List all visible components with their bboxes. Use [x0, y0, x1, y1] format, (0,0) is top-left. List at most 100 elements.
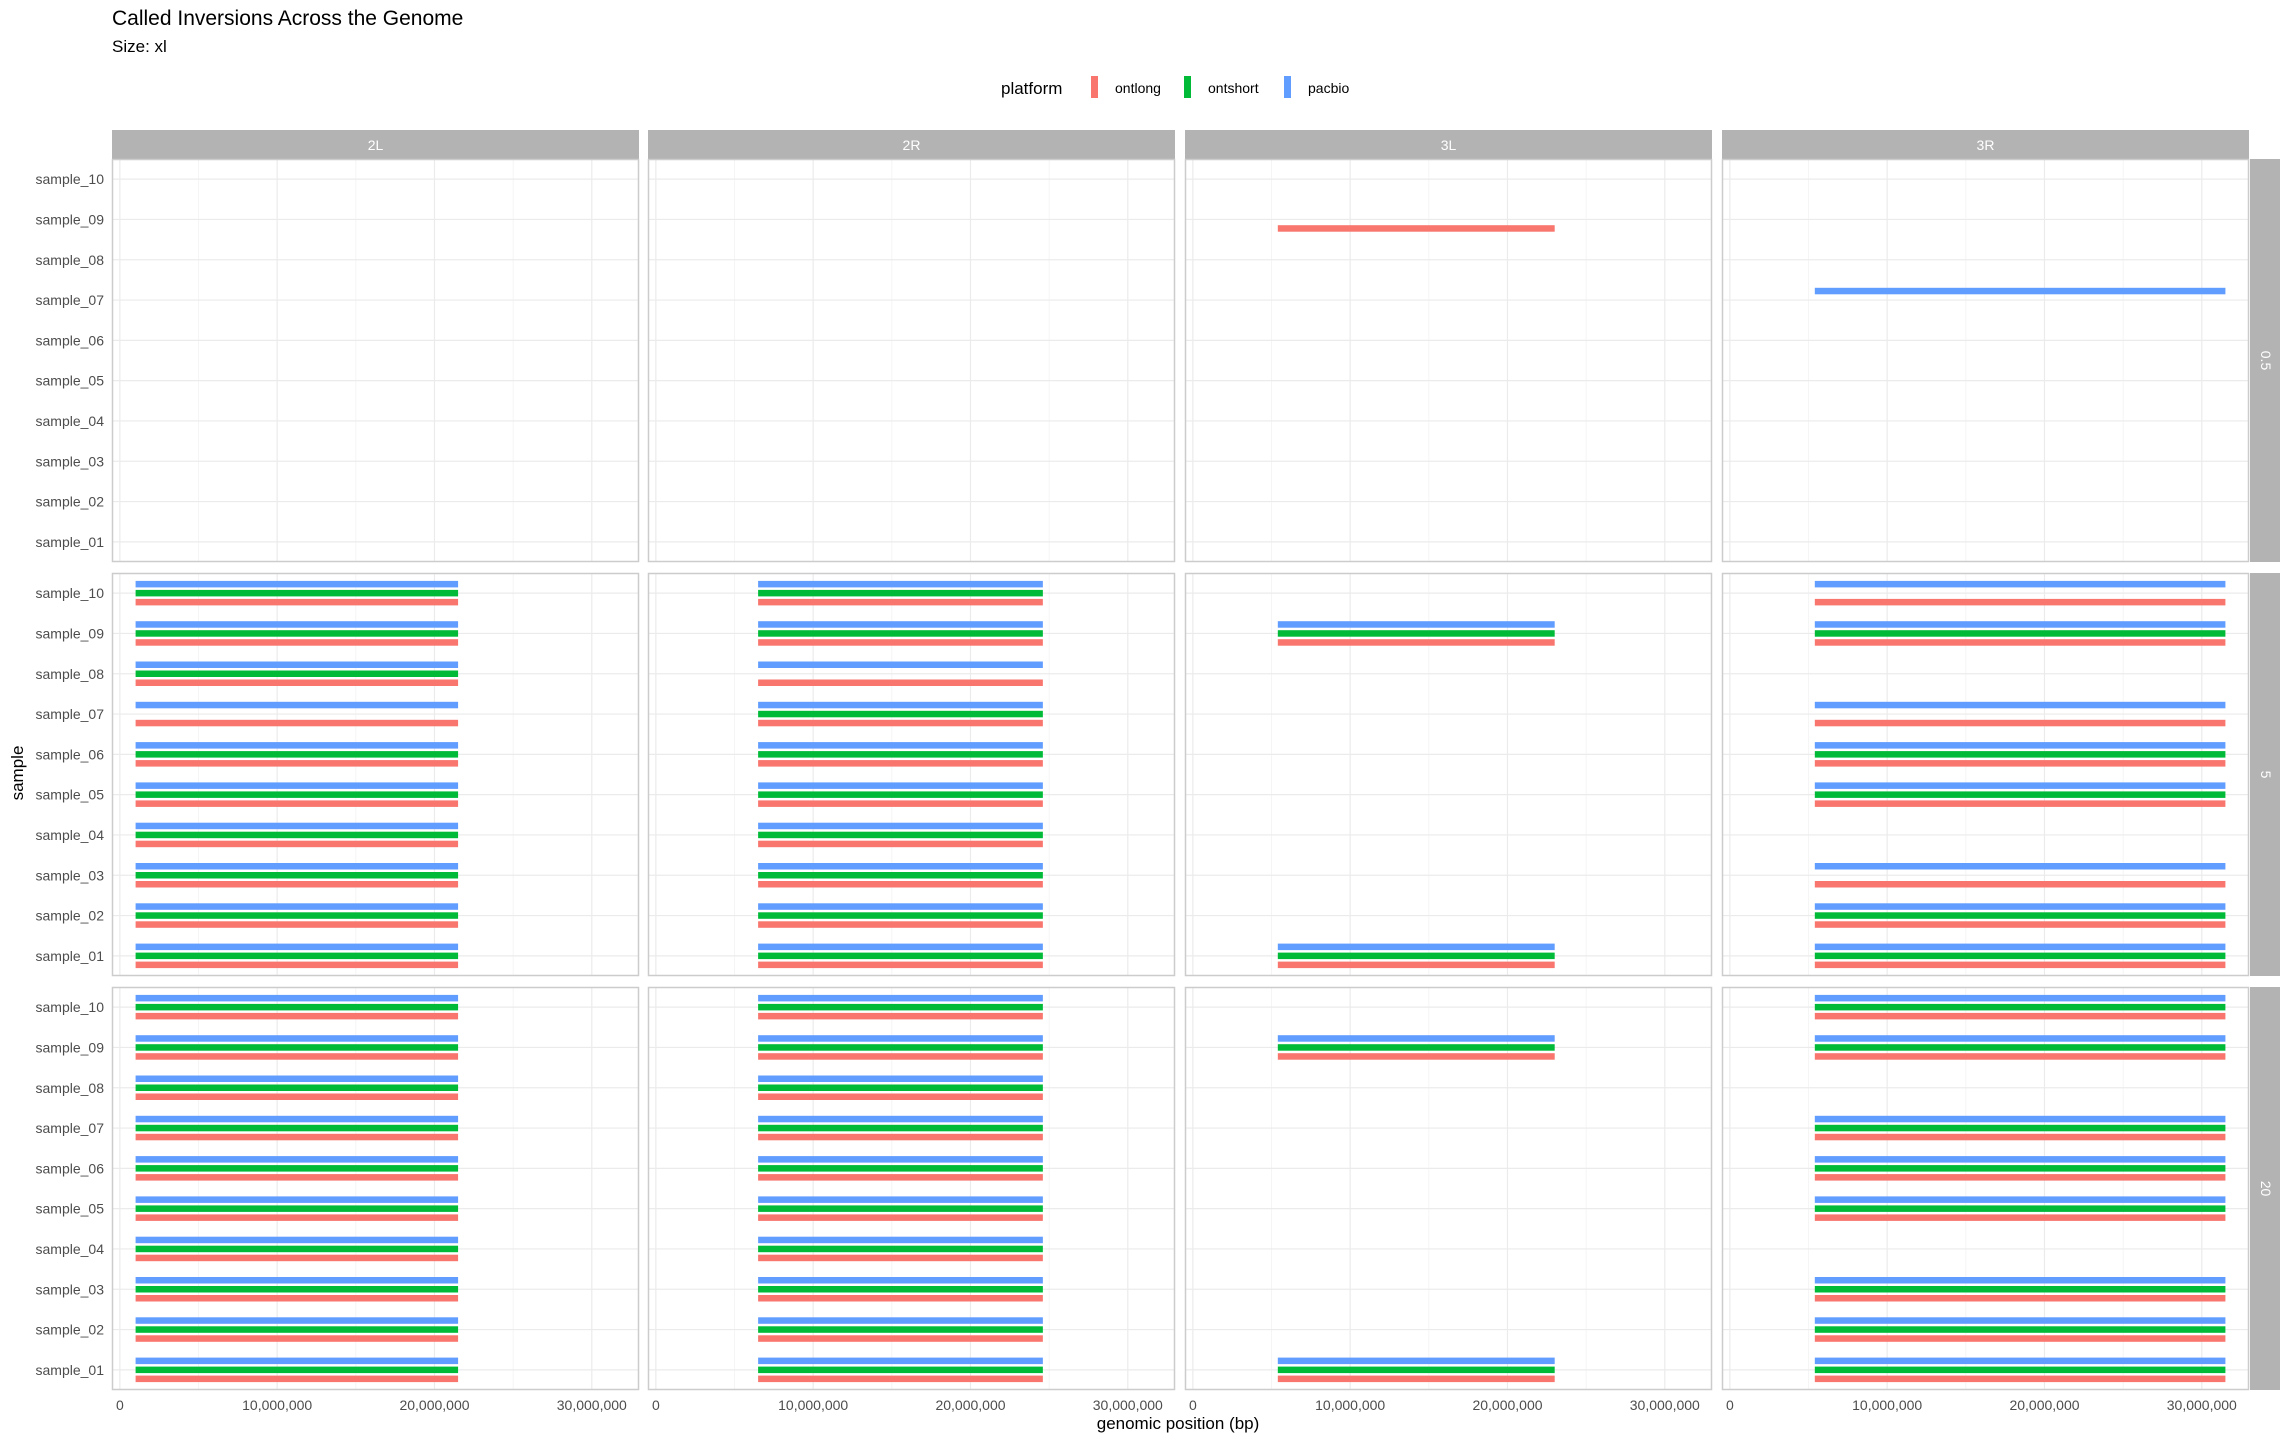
inversion-bar-ontlong	[135, 639, 459, 646]
y-tick-label: sample_03	[36, 453, 105, 469]
y-tick-label: sample_08	[36, 1080, 105, 1096]
inversion-bar-pacbio	[758, 1277, 1043, 1284]
inversion-bar-pacbio	[1277, 1035, 1555, 1042]
y-tick-label: sample_06	[36, 746, 105, 762]
y-tick-label: sample_03	[36, 867, 105, 883]
inversion-bar-pacbio	[135, 943, 459, 951]
y-axis-title: sample	[8, 746, 27, 801]
inversion-bar-ontshort	[1814, 1044, 2226, 1051]
inversion-bar-ontshort	[758, 1326, 1043, 1333]
inversion-bar-ontshort	[135, 589, 459, 597]
strip-label-2L: 2L	[368, 137, 384, 153]
inversion-bar-pacbio	[758, 943, 1043, 951]
inversion-bar-ontlong	[135, 1295, 459, 1302]
inversion-bar-ontshort	[1814, 791, 2226, 798]
inversion-bar-ontshort	[1814, 1124, 2226, 1132]
inversion-bar-ontlong	[135, 1214, 459, 1221]
inversion-bar-ontlong	[758, 1335, 1043, 1342]
y-tick-label: sample_10	[36, 585, 105, 601]
inversion-bar-ontlong	[1814, 719, 2226, 727]
inversion-bar-ontlong	[758, 1214, 1043, 1221]
inversion-bar-pacbio	[1814, 903, 2226, 910]
inversion-bar-ontshort	[758, 952, 1043, 960]
y-tick-label: sample_02	[36, 494, 105, 510]
inversion-bar-ontshort	[135, 1245, 459, 1253]
inversion-bar-pacbio	[758, 1075, 1043, 1082]
inversion-bar-pacbio	[1814, 943, 2226, 951]
row-strip-20	[2250, 987, 2280, 1390]
inversion-bar-pacbio	[758, 701, 1043, 709]
inversion-bar-ontlong	[1814, 881, 2226, 888]
panel-bg	[1722, 159, 2249, 562]
inversion-bar-pacbio	[1814, 1357, 2226, 1365]
y-tick-label: sample_01	[36, 1362, 105, 1378]
y-tick-label: sample_04	[36, 1241, 105, 1257]
inversion-bar-pacbio	[135, 1236, 459, 1244]
x-tick-label: 0	[116, 1397, 124, 1413]
panel-border	[647, 572, 1176, 977]
inversion-bar-ontshort	[1277, 952, 1555, 960]
inversion-bar-ontlong	[1277, 1053, 1555, 1060]
inversion-bar-pacbio	[758, 580, 1043, 588]
inversion-bar-ontlong	[135, 1093, 459, 1100]
inversion-bar-ontlong	[758, 760, 1043, 767]
inversion-bar-ontshort	[758, 1084, 1043, 1091]
inversion-bar-ontshort	[758, 1245, 1043, 1253]
inversion-bar-ontshort	[758, 1165, 1043, 1172]
inversion-bar-ontlong	[758, 1375, 1043, 1383]
y-tick-label: sample_09	[36, 625, 105, 641]
inversion-bar-ontshort	[1277, 1044, 1555, 1051]
inversion-bar-ontlong	[135, 1375, 459, 1383]
y-tick-label: sample_06	[36, 332, 105, 348]
inversion-bar-pacbio	[758, 621, 1043, 628]
inversion-bar-ontshort	[1814, 912, 2226, 919]
inversion-bar-ontshort	[135, 952, 459, 960]
inversion-bar-ontlong	[758, 800, 1043, 807]
inversion-bar-ontlong	[758, 1012, 1043, 1020]
inversion-bar-pacbio	[1814, 1035, 2226, 1042]
panel-border	[111, 572, 640, 977]
panel-border	[1721, 986, 2250, 1391]
inversion-bar-ontshort	[758, 912, 1043, 919]
panel-bg	[112, 159, 639, 562]
inversion-bar-ontshort	[1277, 630, 1555, 637]
row-strip-label-0-5: 0.5	[2258, 351, 2274, 371]
inversion-bar-pacbio	[135, 782, 459, 789]
inversion-bar-pacbio	[1277, 621, 1555, 628]
inversion-bar-pacbio	[135, 994, 459, 1002]
y-tick-label: sample_06	[36, 1160, 105, 1176]
inversion-bar-ontlong	[135, 921, 459, 928]
x-tick-label: 20,000,000	[1472, 1397, 1542, 1413]
panel-border	[1721, 572, 2250, 977]
inversion-bar-pacbio	[1814, 742, 2226, 749]
inversion-bar-ontshort	[1814, 1205, 2226, 1212]
inversion-bar-ontlong	[1814, 598, 2226, 606]
strip-label-2R: 2R	[903, 137, 921, 153]
legend-title: platform	[1001, 79, 1062, 98]
inversion-bar-pacbio	[135, 1317, 459, 1324]
inversion-bar-pacbio	[135, 903, 459, 910]
inversion-bar-ontshort	[135, 831, 459, 839]
y-tick-label: sample_05	[36, 373, 105, 389]
legend: ontlong ontshort pacbio	[1091, 76, 1349, 98]
inversion-bar-ontlong	[1814, 1214, 2226, 1221]
inversion-bar-ontlong	[135, 1174, 459, 1181]
y-tick-label: sample_03	[36, 1281, 105, 1297]
panel-border	[111, 986, 640, 1391]
inversion-bar-ontlong	[135, 1133, 459, 1141]
strip-label-3R: 3R	[1977, 137, 1995, 153]
row-strip-label-20: 20	[2258, 1181, 2274, 1197]
inversion-bar-ontshort	[1277, 1366, 1555, 1374]
inversion-bar-ontlong	[1814, 1133, 2226, 1141]
inversion-bar-ontlong	[135, 1012, 459, 1020]
inversion-bar-ontlong	[758, 881, 1043, 888]
inversion-bar-pacbio	[758, 994, 1043, 1002]
inversion-bar-pacbio	[135, 580, 459, 588]
legend-label-ontlong: ontlong	[1115, 80, 1161, 96]
x-tick-label: 20,000,000	[399, 1397, 469, 1413]
inversion-bar-ontshort	[758, 1003, 1043, 1011]
y-tick-label: sample_07	[36, 292, 105, 308]
inversion-bar-ontlong	[135, 1335, 459, 1342]
inversion-bar-ontlong	[1814, 961, 2226, 969]
y-tick-label: sample_02	[36, 1322, 105, 1338]
